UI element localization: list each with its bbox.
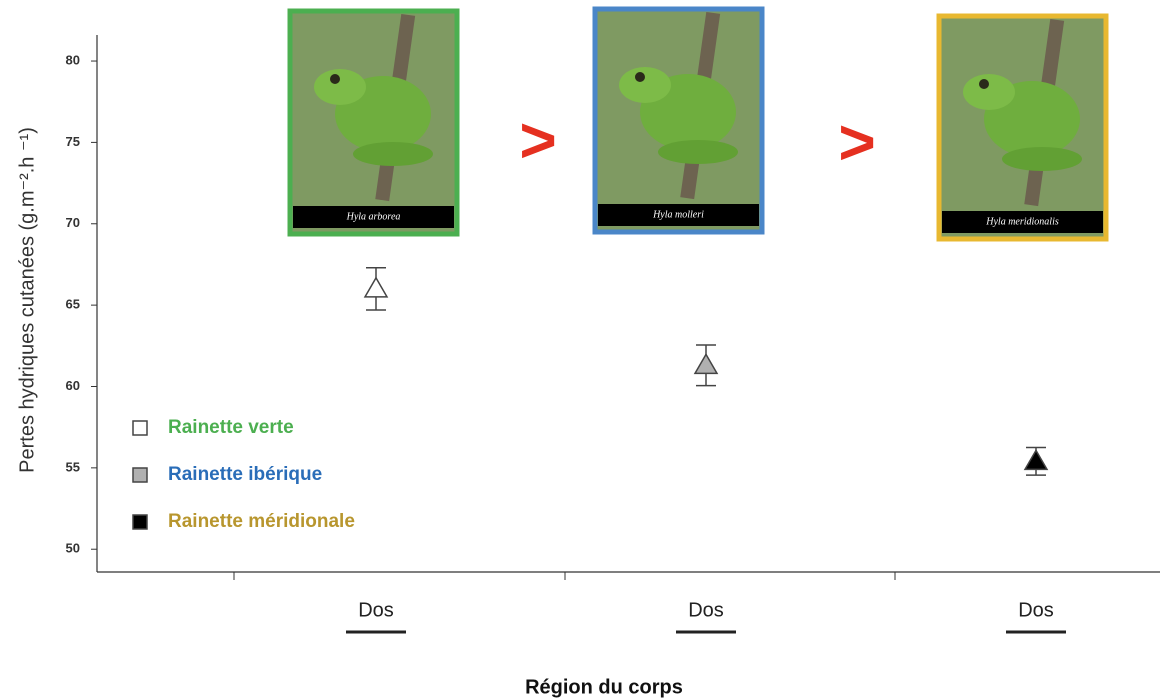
frog-eye	[979, 79, 989, 89]
photo-caption-bar	[942, 211, 1103, 233]
y-tick-label: 65	[66, 297, 80, 312]
legend-swatch	[132, 467, 148, 483]
frog-eye	[635, 72, 645, 82]
frog-leg	[1002, 147, 1082, 171]
species-photo: Hyla meridionalis	[936, 13, 1109, 242]
triangle-marker	[363, 276, 389, 298]
y-tick-label: 50	[66, 541, 80, 556]
species-photo: Hyla molleri	[592, 6, 765, 235]
photo-caption: Hyla arborea	[346, 211, 401, 222]
triangle-marker	[693, 352, 719, 375]
photo-caption-bar	[598, 204, 759, 226]
comparison-sign: >	[519, 104, 556, 176]
y-tick-label: 60	[66, 378, 80, 393]
x-tick-label: Dos	[1018, 599, 1054, 621]
x-tick-label: Dos	[358, 599, 394, 621]
species-photo: Hyla arborea	[287, 8, 460, 237]
legend-swatch	[132, 420, 148, 436]
frog-head	[314, 69, 366, 105]
y-tick-label: 75	[66, 134, 80, 149]
y-tick-label: 55	[66, 459, 80, 474]
frog-head	[619, 67, 671, 103]
x-axis-label: Région du corps	[525, 676, 683, 698]
y-axis-label: Pertes hydriques cutanées (g.m⁻².h ⁻¹)	[16, 127, 38, 473]
comparison-sign: >	[838, 106, 875, 178]
y-tick-label: 70	[66, 215, 80, 230]
frog-head	[963, 74, 1015, 110]
photo-caption: Hyla meridionalis	[985, 216, 1059, 227]
y-tick-label: 80	[66, 52, 80, 67]
frog-leg	[353, 142, 433, 166]
photo-caption-bar	[293, 206, 454, 228]
legend-label: Rainette méridionale	[168, 511, 355, 532]
legend-swatch	[132, 514, 148, 530]
frog-leg	[658, 140, 738, 164]
legend-label: Rainette verte	[168, 417, 294, 438]
triangle-marker	[1023, 448, 1049, 471]
photo-caption: Hyla molleri	[652, 209, 704, 220]
frog-eye	[330, 74, 340, 84]
legend-label: Rainette ibérique	[168, 464, 322, 485]
x-tick-label: Dos	[688, 599, 724, 621]
